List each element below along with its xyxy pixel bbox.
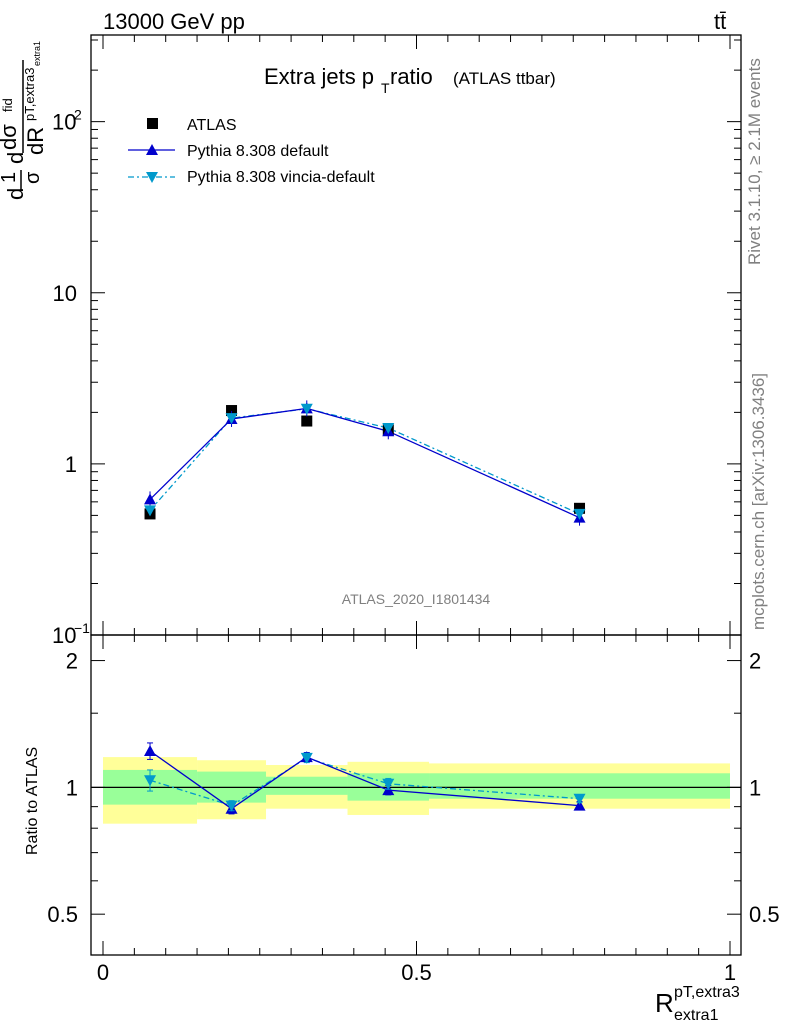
energy-label: 13000 GeV pp	[103, 9, 245, 34]
ratio-y-tick-label: 1	[66, 775, 78, 800]
ratio-y-tick-label-right: 1	[749, 775, 761, 800]
ylabel-fid: fid	[0, 98, 15, 112]
legend-atlas-marker	[147, 118, 158, 129]
y-tick-exponent: −1	[74, 620, 90, 636]
ylabel-dR: dR	[23, 127, 48, 155]
y-tick-label: 10	[52, 110, 76, 135]
atlas-point	[574, 502, 586, 514]
title-subscript: T	[381, 80, 390, 96]
ylabel-sub: extra1	[32, 41, 42, 66]
y-tick-exponent: 2	[74, 107, 82, 123]
ratio-vincia-line	[149, 757, 580, 807]
legend-vincia-label: Pythia 8.308 vincia-default	[187, 169, 375, 186]
ylabel-d1: d	[3, 188, 28, 200]
vincia-point	[144, 505, 157, 517]
ratio-vincia-point	[573, 793, 586, 805]
xlabel: R pT,extra3 extra1	[655, 984, 740, 1024]
rivet-label: Rivet 3.1.10, ≥ 2.1M events	[745, 58, 764, 265]
xlabel-sub: extra1	[674, 1007, 719, 1024]
legend-default-label: Pythia 8.308 default	[187, 143, 329, 160]
ratio-vincia-point	[382, 778, 395, 790]
x-tick-label: 0	[97, 960, 109, 985]
title-small: (ATLAS ttbar)	[453, 69, 556, 88]
vincia-point	[225, 413, 238, 425]
process-label: tt̄	[714, 9, 726, 34]
y-tick-label: 1	[65, 452, 77, 477]
vincia-point	[382, 423, 395, 435]
ratio-vincia-point	[225, 800, 238, 812]
ratio-vincia-point	[300, 752, 313, 764]
ylabel-dsigma: dσ	[0, 124, 21, 150]
ylabel-sup: pT,extra3	[22, 68, 37, 121]
ratio-default-point	[573, 799, 586, 811]
analysis-id: ATLAS_2020_I1801434	[342, 591, 491, 607]
ratio-y-tick-label: 0.5	[47, 902, 78, 927]
xlabel-main: R	[655, 988, 674, 1018]
legend-vincia-marker	[146, 172, 158, 183]
ratio-y-tick-label: 2	[66, 649, 78, 674]
ratio-y-tick-label-right: 0.5	[749, 902, 780, 927]
plot-title: Extra jets p T ratio (ATLAS ttbar)	[264, 64, 556, 96]
title-rest: ratio	[390, 64, 433, 89]
ratio-y-tick-label-right: 2	[749, 649, 761, 674]
vincia-point	[300, 403, 313, 415]
legend-atlas-label: ATLAS	[187, 117, 237, 134]
y-tick-label: 10	[53, 281, 77, 306]
xlabel-sup: pT,extra3	[674, 984, 740, 1001]
series-default-line	[149, 407, 580, 519]
default-point	[144, 493, 157, 505]
legend-default-marker	[146, 144, 158, 155]
ylabel-d2: d	[3, 152, 28, 164]
atlas-point	[226, 405, 238, 417]
ylabel-one: 1	[0, 172, 20, 183]
ylabel-sigma: σ	[22, 171, 44, 184]
title-main: Extra jets p	[264, 64, 374, 89]
ratio-vincia-point	[144, 775, 157, 787]
ratio-band-green	[266, 776, 348, 795]
legend: ATLAS Pythia 8.308 default Pythia 8.308 …	[128, 117, 375, 186]
vincia-point	[573, 508, 586, 520]
x-tick-label: 0.5	[401, 960, 432, 985]
ratio-ylabel: Ratio to ATLAS	[24, 747, 41, 855]
main-ylabel: d 1 σ d dσ fid dR pT,extra3 extra1	[0, 41, 48, 200]
y-tick-label: 10	[52, 623, 76, 648]
ratio-default-point	[144, 744, 157, 756]
mcplots-label: mcplots.cern.ch [arXiv:1306.3436]	[749, 373, 768, 630]
atlas-point	[301, 415, 313, 427]
x-tick-label: 1	[724, 960, 736, 985]
